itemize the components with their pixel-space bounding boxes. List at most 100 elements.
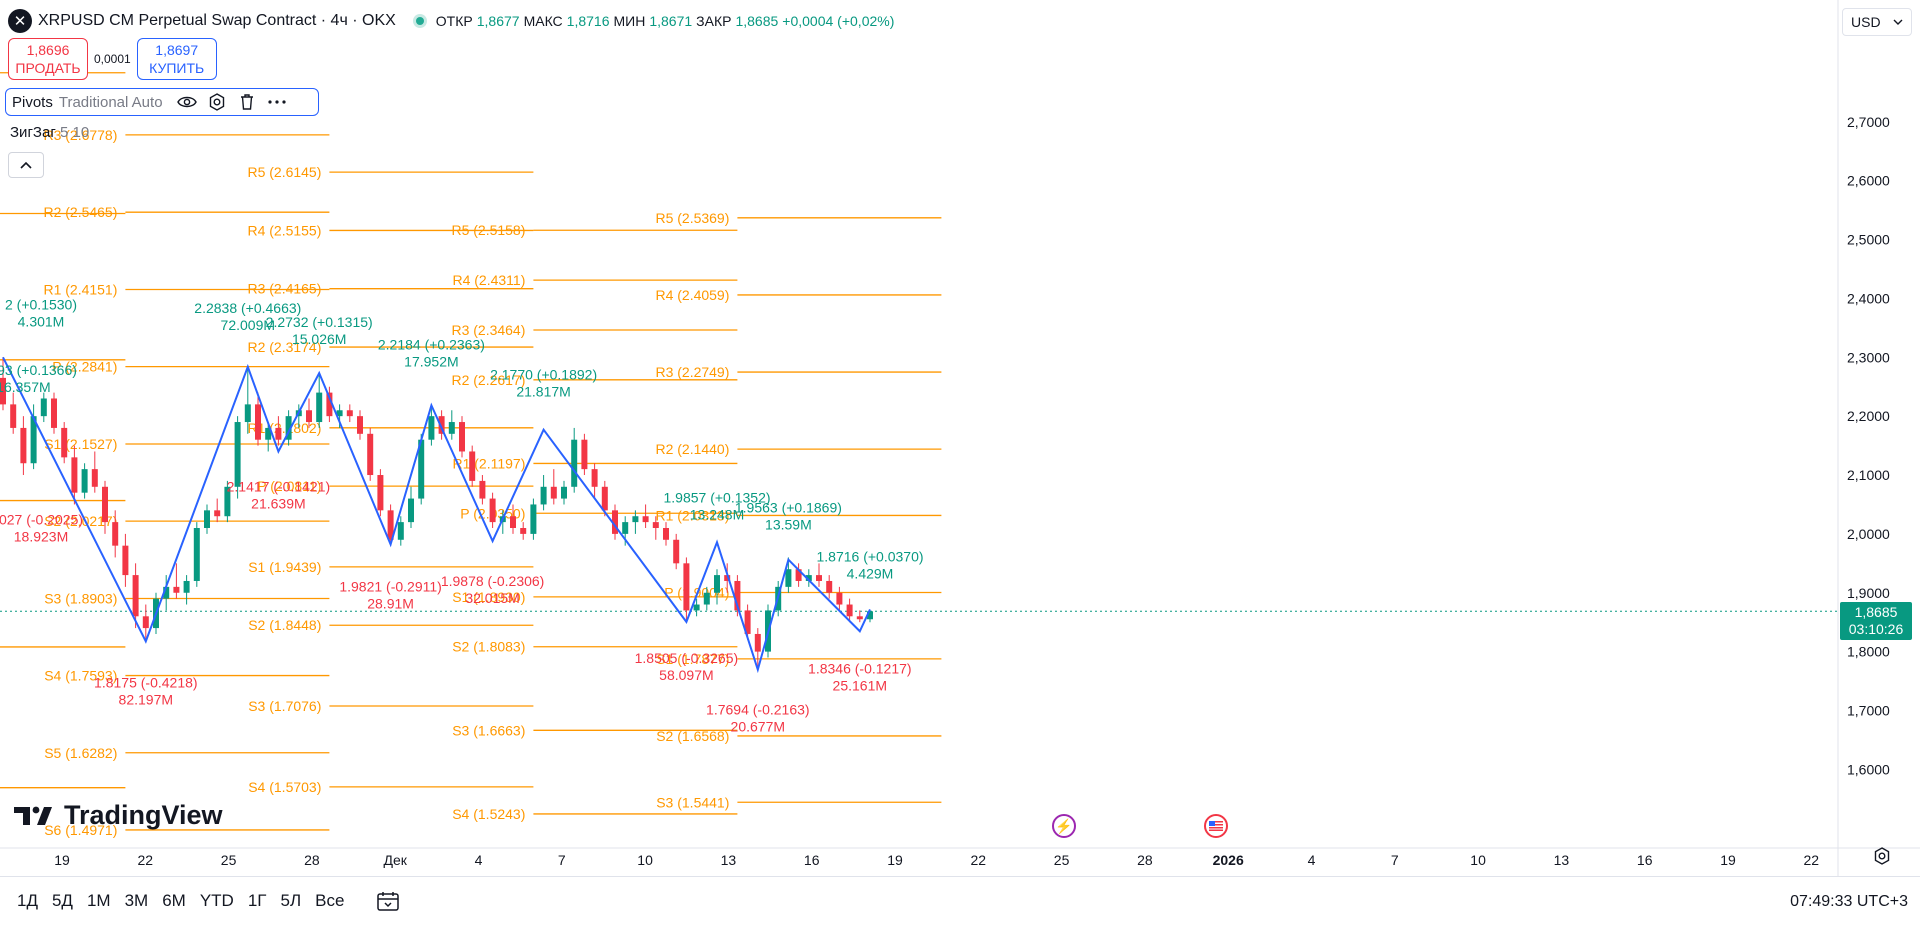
- period-3m[interactable]: 3М: [120, 889, 154, 913]
- zigzag-pivot-label: 1.9563 (+0.1869): [735, 500, 842, 516]
- more-icon[interactable]: [265, 91, 289, 113]
- zigzag-pivot-label: 2.1770 (+0.1892): [490, 367, 597, 383]
- zigzag-volume-label: 82.197M: [119, 691, 173, 707]
- candle-body: [856, 616, 863, 620]
- pivot-level-label: S2 (1.6568): [656, 728, 729, 744]
- event-flag-icon[interactable]: [1204, 814, 1228, 838]
- candle-body: [408, 498, 414, 523]
- calendar-range-button[interactable]: [370, 888, 400, 916]
- price-axis-tick: 2,0000: [1847, 526, 1890, 542]
- zigzag-volume-label: 72.009M: [221, 317, 275, 333]
- zigzag-pivot-label: 1.8716 (+0.0370): [816, 548, 923, 564]
- period-6m[interactable]: 6М: [157, 889, 191, 913]
- market-open-icon: [415, 17, 424, 25]
- candle-body: [357, 416, 363, 434]
- pivot-level-label: P (2.0811): [257, 478, 321, 494]
- eye-icon[interactable]: [175, 91, 199, 113]
- zigzag-volume-label: 15.026M: [292, 331, 346, 347]
- symbol-logo-icon[interactable]: ✕: [8, 9, 32, 33]
- chart-legend: ✕ XRPUSD CM Perpetual Swap Contract · 4ч…: [8, 8, 894, 34]
- candle-body: [571, 439, 578, 487]
- candle-body: [754, 633, 761, 652]
- trash-icon[interactable]: [235, 91, 259, 113]
- ohlc-high-value: 1,8716: [566, 13, 610, 29]
- pivot-level-label: R1 (2.4151): [43, 282, 117, 298]
- price-axis-tick: 1,8000: [1847, 644, 1890, 660]
- candle-body: [234, 422, 241, 487]
- period-1y[interactable]: 1Г: [243, 889, 272, 913]
- candle-body: [255, 404, 261, 440]
- period-all[interactable]: Все: [310, 889, 349, 913]
- period-5y[interactable]: 5Л: [275, 889, 306, 913]
- candle-body: [642, 516, 649, 523]
- pivot-level-label: R3 (2.4165): [247, 281, 321, 297]
- pivot-level-label: S4 (1.5703): [248, 779, 321, 795]
- pivot-level-label: R4 (2.5155): [247, 222, 321, 238]
- price-axis-tick: 2,2000: [1847, 408, 1890, 424]
- candle-body: [561, 486, 567, 499]
- candle-body: [336, 410, 343, 417]
- calendar-icon: [377, 891, 399, 911]
- candle-body: [734, 580, 741, 611]
- zigzag-volume-label: 20.677M: [731, 719, 785, 735]
- candle-body: [663, 528, 669, 540]
- candle-body: [316, 392, 323, 423]
- symbol-title[interactable]: XRPUSD CM Perpetual Swap Contract · 4ч ·…: [38, 12, 396, 29]
- bar-countdown: 03:10:26: [1848, 621, 1904, 637]
- candle-body: [469, 451, 476, 481]
- chart-settings-icon[interactable]: [1872, 846, 1892, 866]
- last-price-value: 1,8685: [1854, 604, 1898, 620]
- zigzag-params: 5 10: [59, 124, 90, 141]
- candle-body: [81, 469, 88, 493]
- price-axis-tick: 2,3000: [1847, 349, 1890, 365]
- candle-body: [418, 439, 425, 499]
- collapse-legend-button[interactable]: [8, 152, 44, 178]
- zigzag-volume-label: 17.952M: [404, 353, 458, 369]
- zigzag-pivot-label: 2.1417 (-0.1421): [227, 478, 331, 494]
- price-axis-tick: 2,1000: [1847, 467, 1890, 483]
- candle-body: [591, 469, 598, 487]
- zigzag-volume-label: 13.59M: [765, 517, 812, 533]
- pivot-level-label: R5 (2.6145): [247, 164, 321, 180]
- zigzag-pivot-label: 1.8505 (-0.3265): [635, 650, 739, 666]
- candle-body: [714, 575, 720, 593]
- candle-body: [51, 398, 57, 428]
- time-axis-tick: 13: [1554, 852, 1570, 868]
- pivot-level-label: R2 (2.2617): [451, 372, 525, 388]
- candle-body: [683, 563, 690, 611]
- candle-body: [326, 392, 333, 417]
- tradingview-logo-icon: [14, 806, 52, 825]
- period-ytd[interactable]: YTD: [195, 889, 239, 913]
- pivot-level-label: R1 (2.1197): [452, 455, 525, 471]
- period-1m[interactable]: 1М: [82, 889, 116, 913]
- tradingview-logo[interactable]: TradingView: [14, 800, 223, 831]
- bottom-toolbar: 1Д 5Д 1М 3М 6М YTD 1Г 5Л Все 07:49:33 UT…: [0, 876, 1920, 927]
- candle-body: [489, 498, 496, 523]
- pivot-level-label: R1 (2.0313): [655, 507, 729, 523]
- currency-select[interactable]: USD: [1842, 8, 1912, 36]
- event-lightning-icon[interactable]: ⚡: [1052, 814, 1076, 838]
- zigzag-volume-label: 58.097M: [659, 667, 713, 683]
- indicator-pivots-row[interactable]: Pivots Traditional Auto: [5, 88, 319, 116]
- period-5d[interactable]: 5Д: [47, 889, 78, 913]
- candle-body: [204, 510, 210, 528]
- ohlc-high-label: МАКС: [523, 13, 563, 29]
- period-1d[interactable]: 1Д: [12, 889, 43, 913]
- candle-body: [724, 575, 731, 581]
- pivot-level-label: S4 (1.7593): [44, 668, 117, 684]
- candle-body: [622, 522, 629, 534]
- candle-body: [0, 377, 6, 405]
- sell-button[interactable]: 1,8696 ПРОДАТЬ: [8, 38, 88, 80]
- candle-body: [867, 611, 873, 620]
- candle-body: [744, 610, 751, 634]
- time-axis-tick: 19: [887, 852, 903, 868]
- candle-body: [520, 528, 527, 534]
- settings-gear-icon[interactable]: [205, 91, 229, 113]
- time-axis-tick: 4: [1308, 852, 1316, 868]
- indicator-zigzag-row[interactable]: ЗигЗаг 5 10: [10, 124, 89, 141]
- candle-body: [652, 522, 659, 528]
- candle-body: [214, 510, 221, 517]
- buy-button[interactable]: 1,8697 КУПИТЬ: [136, 38, 217, 80]
- clock-timezone[interactable]: 07:49:33 UTC+3: [1790, 893, 1908, 910]
